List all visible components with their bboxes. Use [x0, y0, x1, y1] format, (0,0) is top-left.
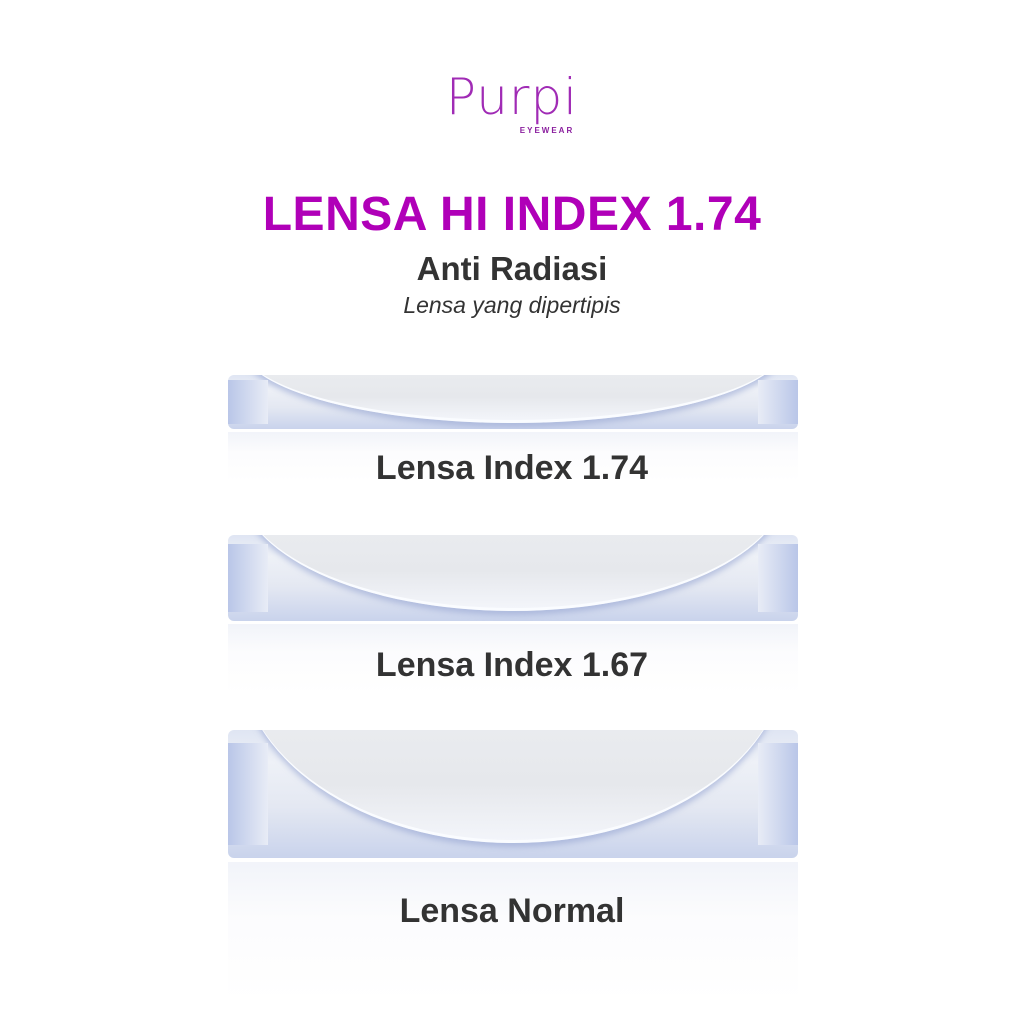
brand-name: Purpi [445, 68, 579, 126]
lens-reflection [228, 624, 798, 694]
lens-label-normal: Lensa Normal [399, 892, 625, 930]
brand-tagline: EYEWEAR [519, 126, 575, 135]
page-subtitle: Anti Radiasi [416, 250, 608, 287]
lens-image-index-167 [228, 535, 798, 621]
lens-reflection [228, 862, 798, 1002]
lens-reflection [228, 432, 798, 482]
brand-logo: Purpi EYEWEAR [0, 70, 1024, 136]
lens-label-index-174: Lensa Index 1.74 [375, 449, 649, 487]
lens-image-index-174 [228, 375, 798, 429]
page-tagline: Lensa yang dipertipis [403, 292, 621, 318]
page-title: LENSA HI INDEX 1.74 [262, 188, 762, 241]
lens-image-normal [228, 730, 798, 858]
lens-label-index-167: Lensa Index 1.67 [375, 646, 649, 684]
